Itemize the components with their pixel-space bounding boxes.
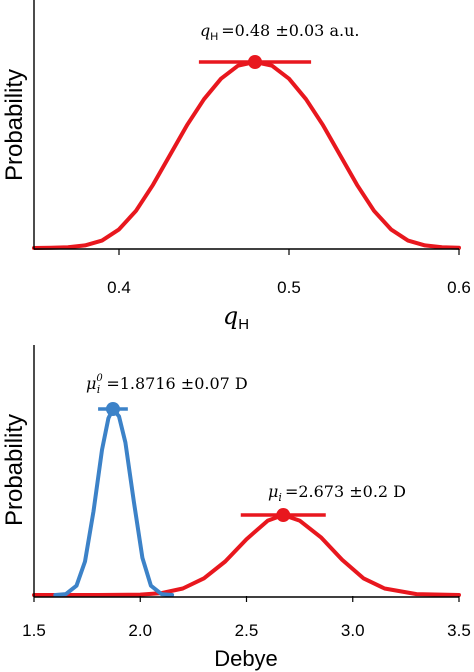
series-line-2 [53, 407, 175, 597]
bottom-y-axis-label: Probability [1, 414, 28, 526]
top-curves [32, 60, 461, 250]
mean-point-1 [105, 402, 120, 416]
top-x-tick-labels: 0.4 0.5 0.6 [107, 278, 471, 297]
x-tick-label: 3.5 [447, 621, 471, 640]
top-x-axis-label: qH [223, 302, 249, 333]
bottom-x-ticks [33, 596, 460, 602]
mean-point-2 [276, 508, 291, 523]
x-tick-label: 0.5 [277, 278, 301, 297]
bottom-annotation-red: μi =2.673 ±0.2 D [268, 482, 406, 504]
bottom-x-axis-label: Debye [214, 646, 278, 671]
mean-point-1 [248, 55, 262, 69]
x-tick-label: 2.0 [128, 621, 152, 640]
series-line-1 [32, 513, 461, 597]
bottom-curves [32, 407, 461, 597]
x-tick-label: 0.6 [447, 278, 471, 297]
x-tick-label: 1.5 [22, 621, 46, 640]
bottom-annotation-blue: μ0 i =1.8716 ±0.07 D [86, 373, 248, 396]
top-markers [198, 55, 312, 69]
top-x-axis-label-sub: H [238, 316, 249, 333]
top-y-axis-label: Probability [1, 69, 28, 181]
chart-top: 0.4 0.5 0.6 Probability qH qH =0.48 ±0.03 a… [1, 0, 471, 333]
x-tick-label: 0.4 [107, 278, 131, 297]
bottom-x-tick-labels: 1.5 2.0 2.5 3.0 3.5 [22, 621, 471, 640]
top-annotation: qH =0.48 ±0.03 a.u. [200, 21, 359, 43]
x-tick-label: 3.0 [341, 621, 365, 640]
series-line-1 [32, 60, 461, 250]
chart-bottom: 1.5 2.0 2.5 3.0 3.5 Probability Debye μ0 i =1.… [1, 345, 471, 671]
x-tick-label: 2.5 [235, 621, 259, 640]
bottom-markers [98, 402, 326, 523]
top-x-ticks [118, 249, 460, 255]
